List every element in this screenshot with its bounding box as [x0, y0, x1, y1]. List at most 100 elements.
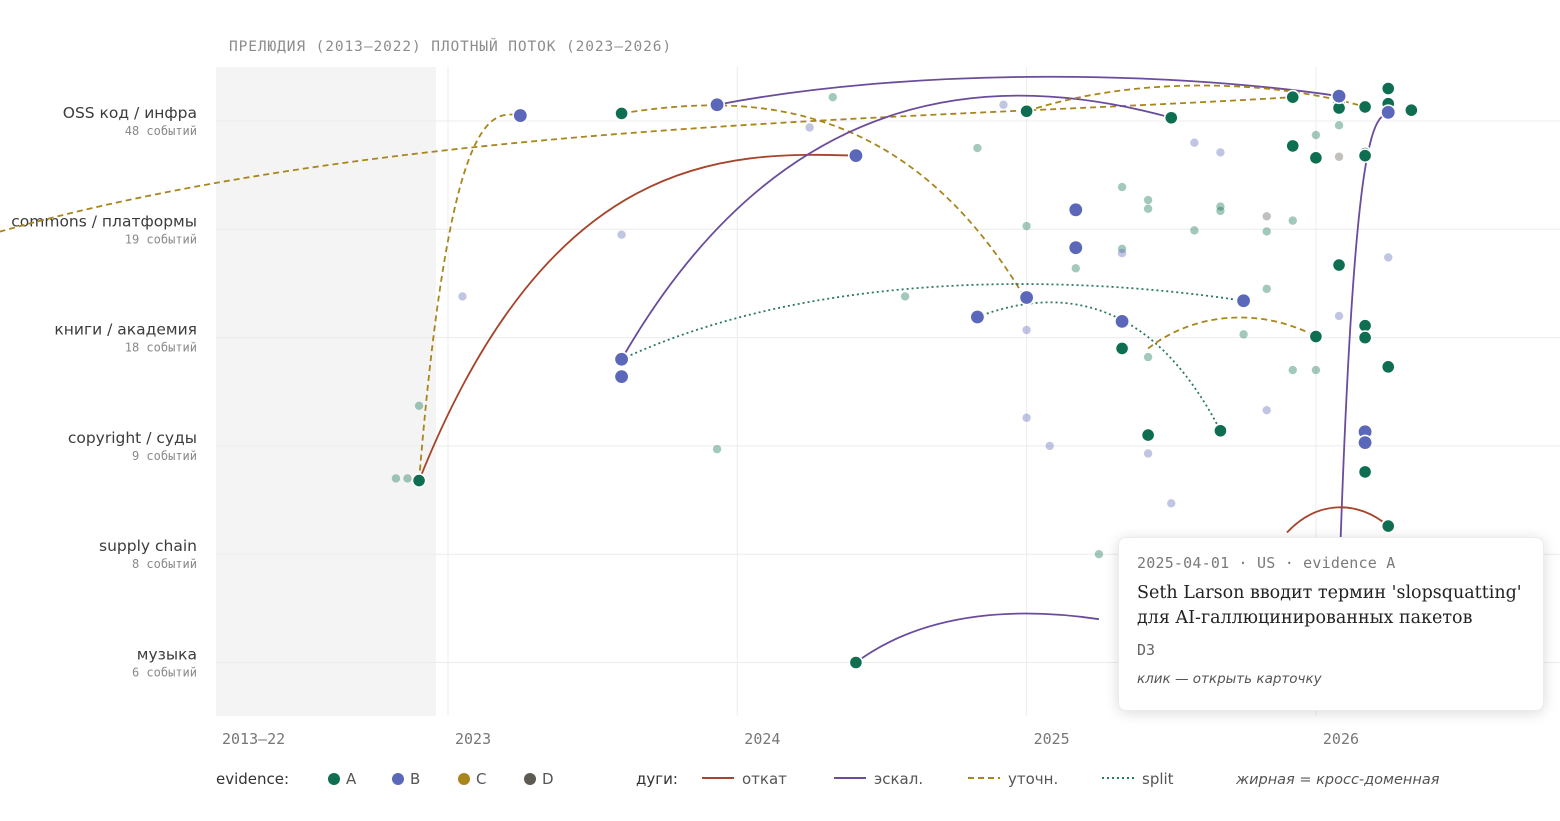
event-point: [969, 309, 986, 326]
arc-escalation: [620, 94, 1172, 360]
arcs-layer: [0, 75, 1389, 664]
faint-point: [1143, 204, 1153, 213]
faint-point: [1022, 413, 1031, 422]
legend-arc-label: эскал.: [874, 770, 923, 788]
event-point: [1308, 150, 1324, 166]
faint-point: [1143, 195, 1153, 205]
event-point: [1331, 88, 1348, 105]
x-tick-label: 2023: [455, 730, 491, 748]
faint-point: [1311, 365, 1321, 375]
faint-point: [1262, 227, 1271, 236]
faint-point: [1022, 221, 1031, 231]
faint-point: [1190, 138, 1199, 147]
event-point: [1067, 239, 1084, 256]
legend-evidence-key: D: [542, 770, 554, 788]
legend-arc-label: split: [1142, 770, 1174, 788]
lane-count: 8 событий: [132, 557, 197, 571]
event-point: [614, 106, 629, 121]
faint-point: [414, 401, 424, 411]
event-point: [1308, 329, 1324, 344]
event-point: [1285, 138, 1301, 154]
lane-label: supply chain: [99, 537, 197, 555]
faint-point: [1334, 311, 1344, 321]
event-point: [1357, 464, 1373, 480]
event-point: [709, 96, 726, 113]
event-point: [1114, 313, 1131, 330]
lane-count: 9 событий: [132, 449, 197, 463]
legend-arc-label: уточн.: [1008, 770, 1058, 788]
lane-label: книги / академия: [54, 321, 197, 339]
chart-header: ПРЕЛЮДИЯ (2013–2022) ПЛОТНЫЙ ПОТОК (2023…: [229, 37, 672, 55]
arc-refinement: [1026, 84, 1366, 113]
arc-escalation: [1338, 111, 1389, 587]
lane-label: OSS код / инфра: [63, 104, 197, 122]
event-point: [1067, 201, 1084, 218]
arc-escalation: [855, 612, 1100, 664]
lane-count: 18 событий: [125, 341, 197, 355]
event-point: [1235, 292, 1252, 309]
prelude-region: [216, 67, 436, 716]
faint-point: [391, 474, 401, 483]
faint-point: [828, 92, 837, 102]
event-point: [1357, 330, 1373, 345]
event-point: [1114, 341, 1130, 356]
faint-point: [1216, 206, 1225, 216]
legend-evidence-swatch: [328, 773, 340, 785]
faint-point: [1143, 449, 1153, 458]
faint-point: [900, 292, 910, 301]
event-point: [848, 655, 864, 670]
legend-evidence-label: evidence:: [216, 770, 289, 788]
faint-point: [1022, 325, 1031, 335]
legend-evidence-key: B: [410, 770, 420, 788]
event-point: [1380, 359, 1396, 375]
event-point: [613, 351, 630, 368]
faint-point: [1334, 152, 1344, 161]
faint-point: [1071, 264, 1080, 273]
event-point: [1380, 104, 1397, 121]
arc-refinement: [0, 96, 1293, 233]
faint-point: [1384, 253, 1393, 262]
arc-escalation: [716, 75, 1340, 106]
faint-point: [1288, 365, 1297, 375]
faint-point: [1117, 182, 1127, 192]
legend-evidence-key: A: [346, 770, 357, 788]
points-layer: [411, 81, 1419, 670]
x-tick-label: 2025: [1034, 730, 1070, 748]
faint-point: [617, 230, 626, 239]
event-point: [1019, 103, 1034, 119]
faint-point: [973, 143, 982, 153]
x-tick-label: 2013–22: [222, 730, 285, 748]
legend-evidence-swatch: [524, 773, 536, 785]
faint-point: [403, 474, 412, 483]
faint-point: [458, 292, 467, 301]
tooltip-hint[interactable]: клик — открыть карточку: [1137, 671, 1322, 687]
legend-note: жирная = кросс-доменная: [1235, 772, 1440, 788]
faint-point: [1117, 248, 1127, 258]
x-axis: 2013–22 2023 2024 2025 2026: [222, 730, 1359, 748]
arc-rollback: [1286, 506, 1389, 534]
event-tooltip[interactable]: 2025-04-01 · US · evidence A Seth Larson…: [1118, 537, 1544, 711]
faint-point: [1117, 244, 1127, 253]
faint-point: [1094, 550, 1104, 559]
lane-label: музыка: [137, 646, 197, 664]
event-point: [1018, 289, 1035, 306]
legend-evidence-key: C: [476, 770, 486, 788]
faint-point: [712, 444, 722, 454]
event-point: [1357, 434, 1374, 451]
arc-refinement: [1147, 316, 1317, 350]
faint-point: [999, 100, 1008, 109]
lane-count: 6 событий: [132, 666, 197, 680]
tooltip-title: Seth Larson вводит термин 'slopsquatting…: [1137, 583, 1522, 628]
lane-label: copyright / суды: [68, 429, 197, 447]
arc-refinement: [621, 104, 1028, 302]
faint-point: [1216, 202, 1225, 211]
arc-split: [977, 301, 1222, 432]
event-point: [1403, 102, 1419, 118]
faint-point: [1288, 216, 1297, 225]
event-point: [1213, 423, 1228, 439]
event-point: [1163, 110, 1179, 126]
event-point: [1331, 257, 1347, 273]
